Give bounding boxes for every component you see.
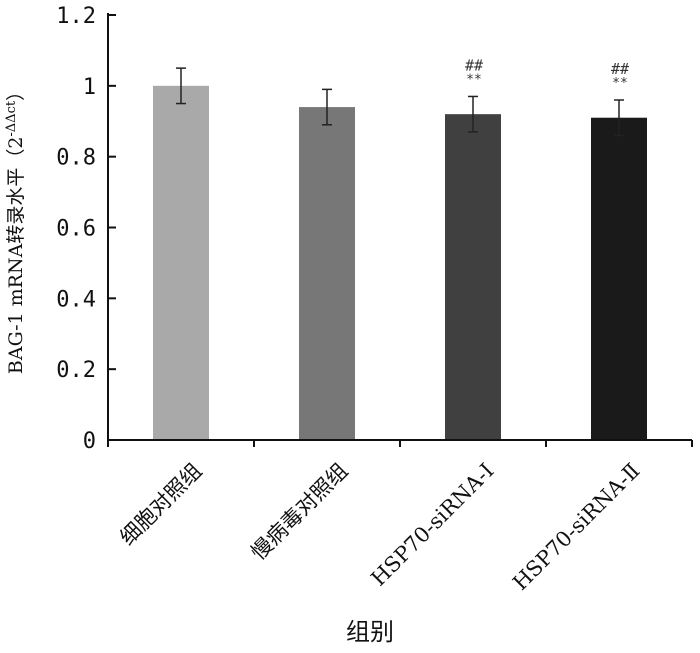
- category-label: HSP70-siRNA-Ⅱ: [508, 459, 644, 595]
- error-bars-group: [176, 67, 624, 137]
- y-ticks-group: 0 0.2 0.4 0.6 0.8 1 1.2: [56, 4, 116, 454]
- y-tick-label: 1: [83, 75, 96, 100]
- x-axis-title: 组别: [346, 618, 394, 646]
- y-tick-label: 0.6: [56, 217, 96, 242]
- category-labels-group: 细胞对照组 慢病毒对照组 HSP70-siRNA-Ⅰ HSP70-siRNA-Ⅱ: [115, 459, 644, 595]
- category-label: HSP70-siRNA-Ⅰ: [366, 459, 498, 591]
- x-ticks-group: [107, 440, 693, 447]
- y-axis-title: BAG-1 mRNA转录水平（2-ΔΔct）: [4, 82, 27, 374]
- y-axis-title-superscript: -ΔΔct: [4, 100, 19, 136]
- y-tick-label: 0: [83, 429, 96, 454]
- y-tick-label: 1.2: [56, 4, 96, 29]
- category-label: 细胞对照组: [115, 459, 206, 550]
- y-tick-label: 0.2: [56, 358, 96, 383]
- y-tick-label: 0.4: [56, 287, 96, 312]
- bar: [591, 117, 647, 440]
- significance-mark: ## **: [465, 56, 483, 87]
- y-tick-label: 0.8: [56, 146, 96, 171]
- category-label: 慢病毒对照组: [246, 459, 352, 565]
- significance-marks-group: ## **## **: [465, 56, 629, 91]
- y-axis-title-main: BAG-1 mRNA转录水平（2: [5, 137, 27, 375]
- bar: [445, 114, 501, 441]
- bar: [299, 107, 355, 440]
- bars-group: [153, 85, 647, 441]
- y-axis-title-close: ）: [5, 82, 27, 101]
- significance-mark: ## **: [611, 60, 629, 91]
- bar: [153, 85, 209, 440]
- significance-star: **: [612, 76, 628, 91]
- significance-star: **: [466, 72, 482, 87]
- significance-hash: ##: [611, 60, 629, 78]
- significance-hash: ##: [465, 56, 483, 74]
